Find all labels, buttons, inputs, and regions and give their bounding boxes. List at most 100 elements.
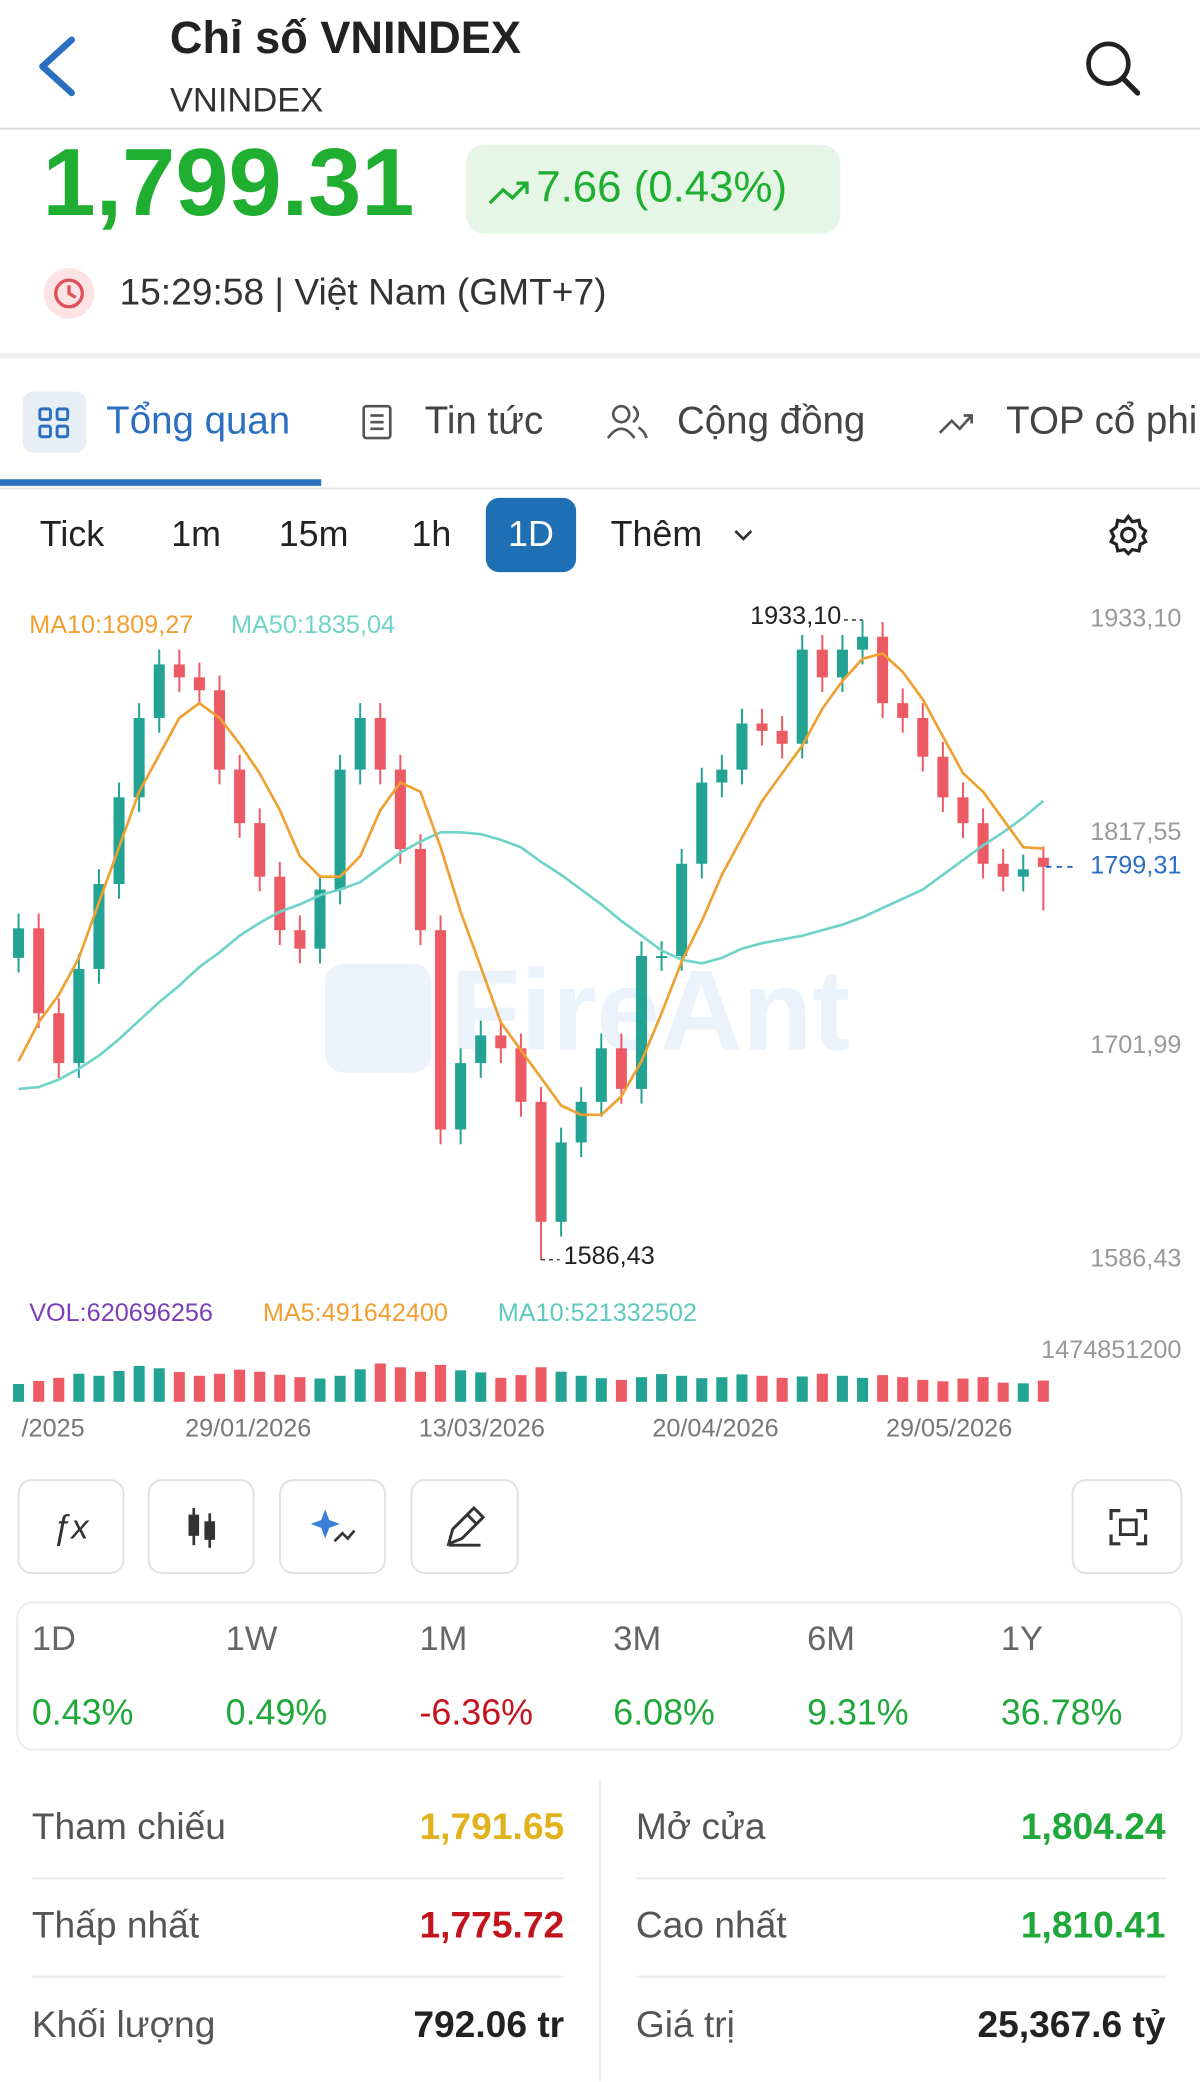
- volume-bar: [414, 1371, 426, 1402]
- candle-body: [595, 1048, 607, 1102]
- clock-hands: [67, 285, 77, 299]
- volume-bar: [656, 1374, 668, 1402]
- settings-button[interactable]: [1108, 513, 1148, 556]
- volume-bar: [394, 1367, 406, 1402]
- y-tick-label: 1817,55: [1090, 818, 1181, 846]
- candle-body: [776, 730, 788, 744]
- volume-bar: [13, 1384, 25, 1402]
- stats: Tham chiếu 1,791.65 Thấp nhất 1,775.72 Khối …: [31, 1805, 1166, 2045]
- candle-body: [274, 876, 286, 931]
- low-annotation: 1586,43: [564, 1242, 655, 1270]
- candle-body: [435, 930, 447, 1130]
- period-label: 1D: [32, 1620, 76, 1658]
- chart-type-button[interactable]: [147, 1479, 255, 1575]
- back-button[interactable]: [39, 36, 75, 97]
- volume-bar: [676, 1375, 688, 1402]
- volume-bar: [435, 1364, 447, 1402]
- candle-body: [555, 1142, 567, 1222]
- timeframe[interactable]: 1h: [412, 514, 452, 554]
- candle-body: [334, 769, 346, 890]
- volume-bar: [716, 1377, 728, 1402]
- tab-icon-top: [938, 414, 974, 434]
- search-button[interactable]: [1086, 41, 1141, 96]
- last-price-label: 1799,31: [1090, 852, 1181, 880]
- volume-bar: [475, 1372, 487, 1402]
- volume-label: VOL:620696256: [29, 1299, 213, 1327]
- stat-label: Cao nhất: [636, 1903, 787, 1945]
- tab[interactable]: TOP cổ phi: [1006, 400, 1197, 443]
- volume-bar: [374, 1363, 386, 1402]
- indicator-label: MA10:1809,27: [29, 611, 193, 639]
- period-label: 1Y: [1001, 1620, 1043, 1658]
- clock-face: [54, 278, 84, 309]
- tab-icon-bg: [22, 391, 87, 453]
- draw-button[interactable]: [410, 1479, 519, 1575]
- ma50-line: [18, 799, 1045, 1091]
- symbol: VNINDEX: [170, 81, 323, 119]
- period-change: 9.31%: [807, 1693, 909, 1733]
- timeframe-selected-bg: [485, 497, 577, 573]
- candle-body: [917, 717, 929, 757]
- stat-label: Thấp nhất: [32, 1903, 200, 1945]
- trend-icon: [488, 181, 529, 205]
- period-label: 1M: [419, 1620, 467, 1658]
- toolbar: ƒx: [17, 1479, 1183, 1575]
- volume-bar: [133, 1365, 145, 1402]
- volume-bar: [213, 1373, 226, 1402]
- volume-bar: [33, 1380, 45, 1402]
- candle-body: [153, 664, 165, 718]
- volume-bar: [615, 1379, 627, 1402]
- period-label: 3M: [613, 1620, 661, 1658]
- section-divider: [0, 353, 1200, 359]
- candle-body: [394, 769, 406, 849]
- candle-body: [836, 649, 848, 678]
- tab-icon-news: [362, 404, 392, 440]
- timeframe[interactable]: 1m: [171, 514, 221, 554]
- fullscreen-icon-center: [1118, 1518, 1138, 1536]
- volume-bar: [555, 1371, 567, 1402]
- stat-label: Mở cửa: [636, 1805, 766, 1847]
- candle-body: [314, 889, 326, 949]
- candle-body: [73, 968, 85, 1064]
- candle-body: [374, 717, 386, 770]
- volume-bar: [1037, 1380, 1049, 1402]
- volume-bar: [977, 1377, 989, 1402]
- volume-bar: [575, 1375, 587, 1402]
- fullscreen-button[interactable]: [1071, 1479, 1183, 1575]
- fx-icon: ƒx: [52, 1508, 90, 1547]
- tab[interactable]: Cộng đồng: [677, 400, 865, 443]
- candle-body: [173, 664, 185, 678]
- candle-body: [696, 782, 708, 864]
- volume-bar: [455, 1370, 467, 1402]
- timeframe[interactable]: Tick: [40, 514, 104, 554]
- period-label: 6M: [807, 1620, 855, 1658]
- stat-value: 1,810.41: [1021, 1903, 1166, 1945]
- timeframe[interactable]: 15m: [279, 514, 349, 554]
- candle-body: [796, 649, 808, 744]
- timeframe[interactable]: Thêm: [611, 514, 703, 554]
- tab-icon-overview: [38, 407, 70, 439]
- period-change: 0.43%: [32, 1693, 134, 1733]
- candle-body: [354, 717, 366, 770]
- ma10-line: [17, 651, 1044, 1117]
- volume-tick-label: 1474851200: [1041, 1336, 1181, 1364]
- indicator-label: MA50:1835,04: [231, 611, 395, 639]
- indicator-button[interactable]: [17, 1479, 125, 1575]
- candle-body: [535, 1101, 547, 1222]
- tab[interactable]: Tổng quan: [106, 400, 290, 443]
- stat-value: 1,775.72: [420, 1903, 565, 1945]
- candle-body: [234, 769, 246, 824]
- candle-icon: [188, 1507, 216, 1548]
- period-change: -6.36%: [419, 1693, 533, 1733]
- performance-card: [16, 1601, 1183, 1751]
- volume-bar: [73, 1373, 85, 1402]
- tab[interactable]: Tin tức: [425, 400, 543, 443]
- candle-body: [1037, 857, 1049, 867]
- volume-bar: [917, 1379, 929, 1402]
- volume-bar: [334, 1375, 346, 1402]
- candle-body: [53, 1013, 65, 1064]
- timeframe[interactable]: 1D: [508, 514, 554, 554]
- y-tick-label: 1933,10: [1090, 605, 1181, 633]
